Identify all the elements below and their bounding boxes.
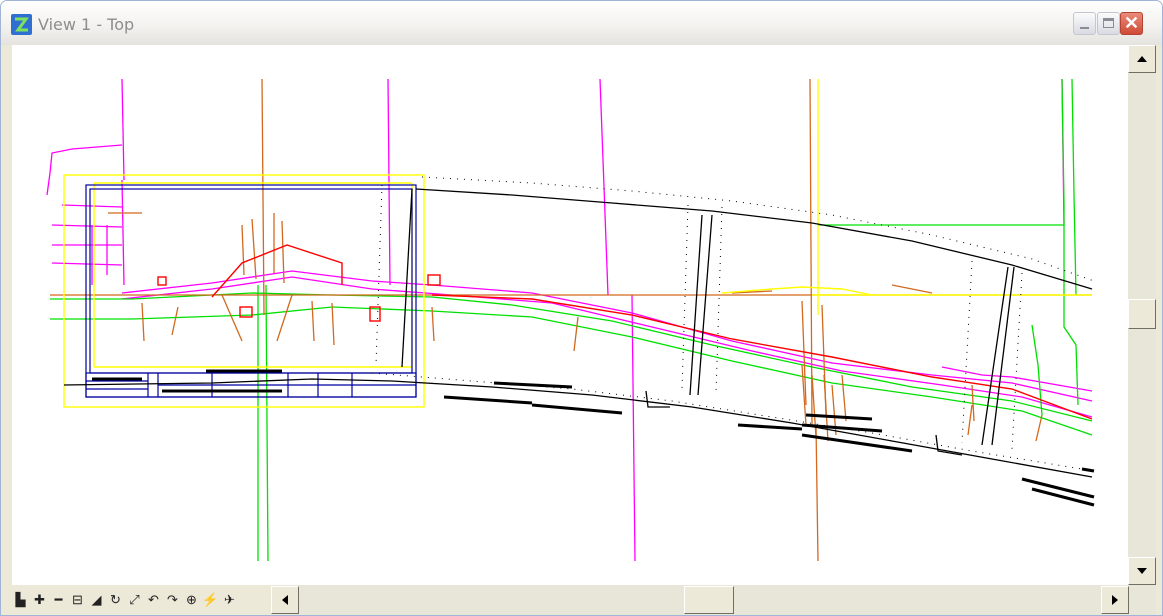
title-bar[interactable]: View 1 - Top ✕ [1,1,1162,45]
minimize-button[interactable] [1073,12,1096,35]
arrow-down-icon [1137,568,1147,574]
toggle-display-icon[interactable]: ⚡ [202,592,219,607]
microstation-view-icon [11,14,32,35]
water-lines [50,78,1093,562]
camera-icon[interactable]: ✈ [224,592,235,607]
scroll-left-button[interactable] [271,586,299,614]
vertical-scroll-thumb[interactable] [1128,299,1156,329]
view-controls: ▙ ✚ ━ ⊟ ◢ ↻ ⤢ ↶ ↷ ⊕ ⚡ ✈ [12,589,240,611]
scroll-down-button[interactable] [1128,557,1156,585]
fit-view-icon[interactable]: ◢ [91,592,102,607]
window-area-icon[interactable]: ⊟ [72,592,83,607]
pan-view-icon[interactable]: ⤢ [129,592,140,607]
vertical-scrollbar[interactable] [1128,45,1156,585]
maximize-icon [1103,18,1114,28]
alignment-lines [46,78,1093,562]
window-title: View 1 - Top [38,15,135,34]
view-previous-icon[interactable]: ↶ [148,592,159,607]
arrow-up-icon [1137,56,1147,62]
view-next-icon[interactable]: ↷ [167,592,178,607]
zoom-out-icon[interactable]: ━ [54,592,63,607]
right-of-way-lines [63,188,1093,478]
maximize-button[interactable] [1097,12,1120,35]
zoom-in-icon[interactable]: ✚ [34,592,45,607]
sheet-borders [63,79,1092,408]
scroll-up-button[interactable] [1128,45,1156,73]
cad-drawing [46,78,1095,562]
drawing-canvas[interactable] [12,45,1128,585]
boundary-dots [371,176,1095,472]
annotation-text [92,369,1095,507]
horizontal-scroll-thumb[interactable] [684,586,734,614]
storm-lines [50,78,1092,562]
scroll-right-button[interactable] [1101,586,1129,614]
horizontal-scrollbar[interactable] [271,585,1156,615]
minimize-icon [1080,27,1089,29]
close-icon: ✕ [1123,13,1140,33]
close-button[interactable]: ✕ [1120,12,1143,35]
view-rotation-icon[interactable]: ⊕ [186,592,197,607]
view-control-bar: ▙ ✚ ━ ⊟ ◢ ↻ ⤢ ↶ ↷ ⊕ ⚡ ✈ [12,585,1156,615]
arrow-left-icon [282,595,288,605]
arrow-right-icon [1112,595,1118,605]
rotate-view-icon[interactable]: ↻ [110,592,121,607]
view-attributes-icon[interactable]: ▙ [15,592,26,607]
